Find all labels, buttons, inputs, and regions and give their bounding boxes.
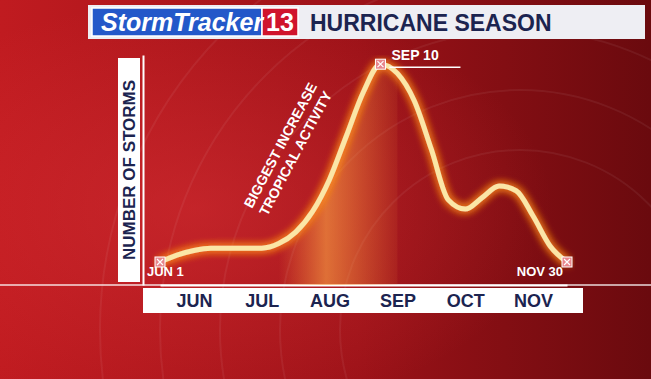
swirl (220, 30, 651, 379)
y-label-box (118, 58, 140, 282)
end-marker (562, 257, 572, 267)
marker-cross (564, 259, 570, 265)
x-tick: NOV (514, 285, 553, 311)
plot-marks (160, 64, 567, 285)
marker-box (375, 59, 385, 69)
start-label: JUN 1 (147, 264, 184, 279)
brand: StormTracker (101, 8, 264, 36)
peak-marker (375, 59, 385, 69)
x-tick: OCT (447, 285, 485, 311)
brand-number: 13 (266, 8, 294, 36)
peak-label: SEP 10 (391, 47, 438, 63)
marker-cross (377, 61, 383, 67)
annotation-line: TROPICAL ACTIVITY (256, 88, 335, 218)
x-tick-label: SEP (380, 291, 416, 311)
y-axis-title: NUMBER OF STORMS (120, 80, 139, 260)
x-label-box (143, 288, 583, 313)
x-tick-label: OCT (447, 291, 485, 311)
brand-number-box (262, 8, 298, 36)
chart: StormTracker13 HURRICANE SEASON NUMBER OF … (0, 0, 651, 379)
background-swirls (100, 0, 651, 379)
background (0, 0, 651, 379)
end-label: NOV 30 (517, 264, 563, 279)
background-glow (0, 0, 651, 379)
title: HURRICANE SEASON (310, 10, 552, 36)
x-axis: JUN JUL AUG SEP OCT NOV (161, 285, 568, 311)
y-axis-line (143, 56, 145, 286)
y-axis (143, 56, 144, 286)
marker-box (562, 257, 572, 267)
x-tick: JUN (176, 285, 212, 311)
season-line (160, 64, 567, 262)
annotation: BIGGEST INCREASETROPICAL ACTIVITY (241, 80, 336, 219)
x-tick-label: JUN (176, 291, 212, 311)
header: StormTracker13 HURRICANE SEASON (88, 5, 645, 39)
x-tick-label: AUG (310, 291, 350, 311)
x-tick: SEP (380, 285, 416, 311)
header-bar (88, 5, 645, 39)
swirl (160, 0, 651, 379)
x-tick: JUL (245, 285, 279, 311)
x-tick-label: JUL (245, 291, 279, 311)
peak-underline (389, 66, 460, 68)
swirl (100, 0, 651, 379)
x-tick-label: NOV (514, 291, 553, 311)
x-tick: AUG (310, 285, 350, 311)
